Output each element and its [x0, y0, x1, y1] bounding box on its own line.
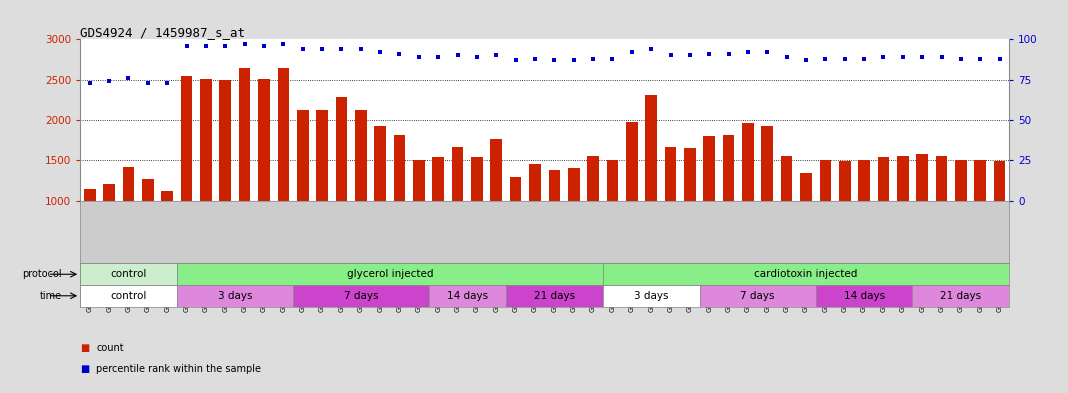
Bar [316, 110, 328, 201]
Text: percentile rank within the sample: percentile rank within the sample [96, 364, 261, 375]
Bar [394, 134, 406, 201]
Bar [568, 168, 580, 201]
Bar [704, 136, 714, 201]
Bar [177, 285, 293, 307]
Bar [239, 68, 250, 201]
Bar [602, 285, 700, 307]
Bar [297, 110, 309, 201]
Text: 7 days: 7 days [740, 291, 775, 301]
Bar [374, 127, 386, 201]
Bar [897, 156, 909, 201]
Bar [723, 134, 735, 201]
Text: time: time [40, 291, 62, 301]
Bar [816, 285, 912, 307]
Text: cardiotoxin injected: cardiotoxin injected [754, 269, 858, 279]
Text: count: count [96, 343, 124, 353]
Bar [859, 160, 869, 201]
Bar [684, 148, 695, 201]
Bar [587, 156, 599, 201]
Text: 14 days: 14 days [844, 291, 884, 301]
Bar [800, 173, 812, 201]
Text: control: control [110, 269, 146, 279]
Bar [549, 170, 560, 201]
Bar [258, 79, 270, 201]
Bar [293, 285, 428, 307]
Text: GDS4924 / 1459987_s_at: GDS4924 / 1459987_s_at [80, 26, 245, 39]
Bar [664, 147, 676, 201]
Bar [936, 156, 947, 201]
Bar [878, 157, 890, 201]
Bar [529, 163, 540, 201]
Bar [80, 263, 177, 285]
Text: 14 days: 14 days [446, 291, 488, 301]
Bar [428, 285, 506, 307]
Bar [506, 285, 602, 307]
Text: ■: ■ [80, 343, 90, 353]
Text: ■: ■ [80, 364, 90, 375]
Bar [626, 121, 638, 201]
Bar [278, 68, 289, 201]
Bar [177, 263, 602, 285]
Bar [200, 79, 211, 201]
Text: protocol: protocol [21, 269, 62, 279]
Bar [761, 126, 773, 201]
Bar [123, 167, 135, 201]
Bar [607, 160, 618, 201]
Bar [180, 76, 192, 201]
Text: glycerol injected: glycerol injected [347, 269, 433, 279]
Bar [700, 285, 816, 307]
Bar [335, 97, 347, 201]
Bar [974, 160, 986, 201]
Bar [161, 191, 173, 201]
Text: 21 days: 21 days [940, 291, 981, 301]
Bar [452, 147, 464, 201]
Bar [993, 161, 1005, 201]
Text: control: control [110, 291, 146, 301]
Bar [916, 154, 928, 201]
Bar [142, 179, 154, 201]
Text: 21 days: 21 days [534, 291, 575, 301]
Bar [509, 177, 521, 201]
Bar [80, 285, 177, 307]
Text: 7 days: 7 days [344, 291, 378, 301]
Text: 3 days: 3 days [634, 291, 669, 301]
Bar [602, 263, 1009, 285]
Bar [912, 285, 1009, 307]
Bar [104, 184, 115, 201]
Bar [819, 160, 831, 201]
Bar [471, 157, 483, 201]
Bar [955, 160, 967, 201]
Bar [84, 189, 95, 201]
Bar [645, 95, 657, 201]
Bar [355, 110, 366, 201]
Bar [838, 161, 850, 201]
Bar [220, 81, 231, 201]
Bar [781, 156, 792, 201]
Text: 3 days: 3 days [218, 291, 252, 301]
Bar [742, 123, 754, 201]
Bar [433, 157, 444, 201]
Bar [490, 140, 502, 201]
Bar [413, 160, 425, 201]
